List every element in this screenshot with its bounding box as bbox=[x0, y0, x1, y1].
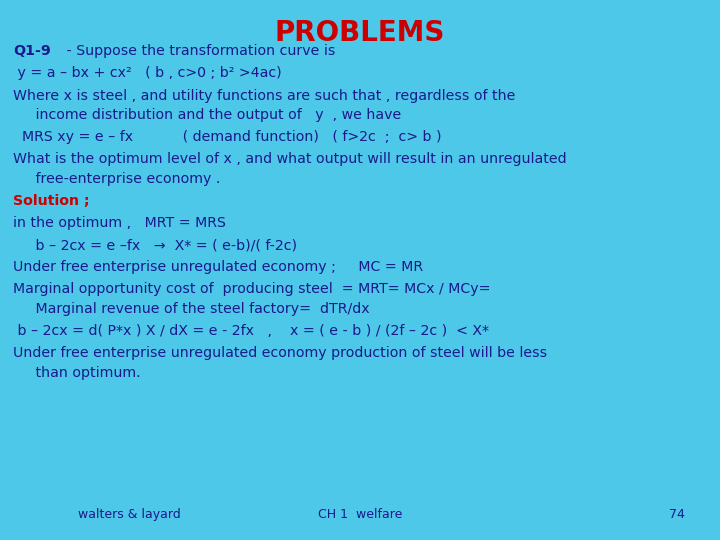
Text: CH 1  welfare: CH 1 welfare bbox=[318, 508, 402, 521]
Text: Under free enterprise unregulated economy production of steel will be less: Under free enterprise unregulated econom… bbox=[13, 346, 547, 360]
Text: b – 2cx = d( P*x ) X / dX = e - 2fx   ,    x = ( e - b ) / (2f – 2c )  < X*: b – 2cx = d( P*x ) X / dX = e - 2fx , x … bbox=[13, 324, 489, 338]
Text: than optimum.: than optimum. bbox=[13, 366, 140, 380]
Text: Where x is steel , and utility functions are such that , regardless of the: Where x is steel , and utility functions… bbox=[13, 89, 516, 103]
Text: PROBLEMS: PROBLEMS bbox=[275, 19, 445, 47]
Text: y = a – bx + cx²   ( b , c>0 ; b² >4ac): y = a – bx + cx² ( b , c>0 ; b² >4ac) bbox=[13, 66, 282, 80]
Text: income distribution and the output of   y  , we have: income distribution and the output of y … bbox=[13, 108, 401, 122]
Text: in the optimum ,   MRT = MRS: in the optimum , MRT = MRS bbox=[13, 216, 226, 230]
Text: free-enterprise economy .: free-enterprise economy . bbox=[13, 172, 220, 186]
Text: Under free enterprise unregulated economy ;     MC = MR: Under free enterprise unregulated econom… bbox=[13, 260, 423, 274]
Text: Marginal revenue of the steel factory=  dTR/dx: Marginal revenue of the steel factory= d… bbox=[13, 302, 369, 316]
Text: Q1-9: Q1-9 bbox=[13, 44, 50, 58]
Text: What is the optimum level of x , and what output will result in an unregulated: What is the optimum level of x , and wha… bbox=[13, 152, 567, 166]
Text: Solution ;: Solution ; bbox=[13, 194, 89, 208]
Text: - Suppose the transformation curve is: - Suppose the transformation curve is bbox=[62, 44, 336, 58]
Text: 74: 74 bbox=[669, 508, 685, 521]
Text: MRS xy = e – fx           ( demand function)   ( f>2c  ;  c> b ): MRS xy = e – fx ( demand function) ( f>2… bbox=[13, 130, 441, 144]
Text: b – 2cx = e –fx   →  X* = ( e-b)/( f-2c): b – 2cx = e –fx → X* = ( e-b)/( f-2c) bbox=[13, 238, 297, 252]
Text: walters & layard: walters & layard bbox=[78, 508, 181, 521]
Text: Marginal opportunity cost of  producing steel  = MRT= MCx / MCy=: Marginal opportunity cost of producing s… bbox=[13, 282, 490, 296]
